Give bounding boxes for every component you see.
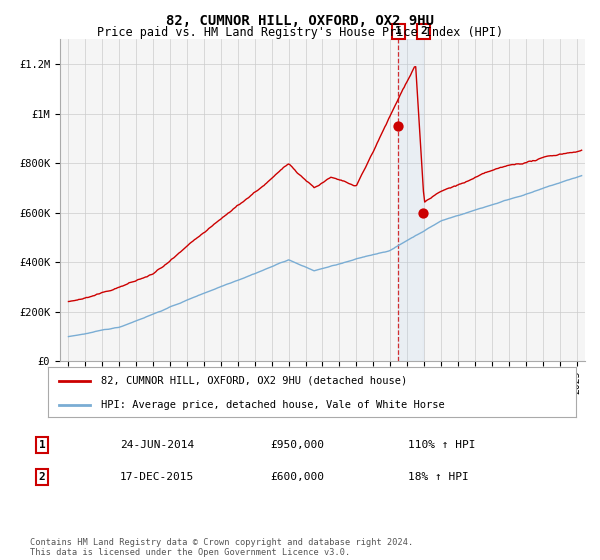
Text: 24-JUN-2014: 24-JUN-2014 xyxy=(120,440,194,450)
Text: 1: 1 xyxy=(395,26,402,36)
Text: £950,000: £950,000 xyxy=(270,440,324,450)
Text: 82, CUMNOR HILL, OXFORD, OX2 9HU: 82, CUMNOR HILL, OXFORD, OX2 9HU xyxy=(166,14,434,28)
Text: £600,000: £600,000 xyxy=(270,472,324,482)
Text: 2: 2 xyxy=(38,472,46,482)
Text: 82, CUMNOR HILL, OXFORD, OX2 9HU (detached house): 82, CUMNOR HILL, OXFORD, OX2 9HU (detach… xyxy=(101,376,407,386)
Text: 2: 2 xyxy=(420,26,427,36)
Text: Price paid vs. HM Land Registry's House Price Index (HPI): Price paid vs. HM Land Registry's House … xyxy=(97,26,503,39)
Text: 17-DEC-2015: 17-DEC-2015 xyxy=(120,472,194,482)
Point xyxy=(419,208,428,217)
Point xyxy=(394,122,403,130)
Text: 110% ↑ HPI: 110% ↑ HPI xyxy=(408,440,476,450)
Text: 18% ↑ HPI: 18% ↑ HPI xyxy=(408,472,469,482)
Bar xyxy=(398,39,424,361)
Text: HPI: Average price, detached house, Vale of White Horse: HPI: Average price, detached house, Vale… xyxy=(101,400,445,409)
Text: Contains HM Land Registry data © Crown copyright and database right 2024.
This d: Contains HM Land Registry data © Crown c… xyxy=(30,538,413,557)
Text: 1: 1 xyxy=(38,440,46,450)
